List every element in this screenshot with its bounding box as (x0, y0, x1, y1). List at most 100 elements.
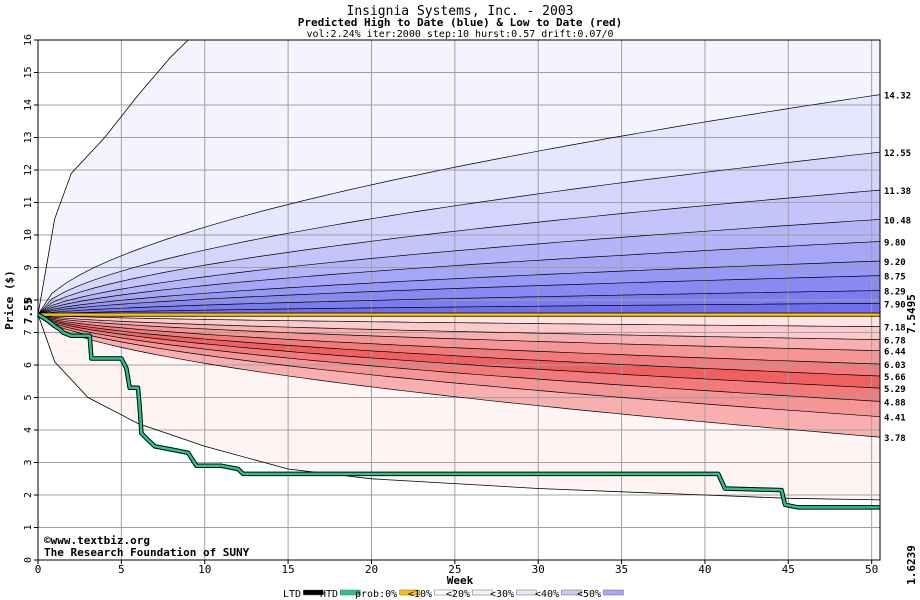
y-tick-label-3: 3 (23, 459, 34, 465)
outer-high-line (37, 39, 189, 315)
band-end-label-14: 5.29 (884, 385, 906, 395)
legend-label-0: LTD (283, 589, 301, 600)
y-tick-label-12: 12 (23, 164, 34, 176)
y-tick-label-0: 0 (23, 557, 34, 563)
band-end-label-4: 9.80 (884, 239, 906, 249)
band-high-8 (38, 94, 880, 315)
band-high-7 (38, 152, 880, 315)
x-axis-label: Week (447, 574, 474, 587)
band-line-15 (37, 314, 881, 402)
band-low-0 (38, 314, 880, 327)
band-end-label-17: 3.78 (884, 434, 906, 444)
band-end-label-5: 10.48 (884, 216, 911, 226)
y-tick-label-8: 8 (23, 297, 34, 303)
band-end-label-0: 7.90 (884, 300, 906, 310)
band-high-2 (38, 275, 880, 315)
band-end-label-7: 12.55 (884, 149, 911, 159)
y-tick-label-6: 6 (23, 362, 34, 368)
band-line-9 (37, 314, 881, 327)
band-line-7 (37, 151, 881, 315)
band-line-8 (37, 94, 881, 315)
final-low-label: 1.6239 (905, 545, 918, 585)
band-high-6 (38, 190, 880, 315)
legend-label-5: <30% (490, 589, 514, 600)
legend-label-6: <40% (535, 589, 559, 600)
y-tick-label-14: 14 (23, 99, 34, 111)
band-line-17 (37, 314, 881, 438)
band-line-13 (37, 314, 881, 377)
price-curves: 7.90 8.29 8.75 9.20 9.80 10.48 11.38 12.55 14.32… (36, 39, 911, 510)
axes: 0 5 10 15 20 25 30 35 40 45 5001234567891011121314… (23, 34, 881, 576)
legend-swatch-3 (434, 589, 455, 596)
band-end-label-13: 5.66 (884, 373, 906, 383)
band-low-8 (38, 314, 880, 438)
x-tick-label-40: 40 (698, 563, 711, 576)
y-tick-label-1: 1 (23, 524, 34, 530)
credit-line-1: ©www.textbiz.org (44, 534, 150, 547)
band-line-4 (37, 241, 881, 315)
x-tick-label-10: 10 (198, 563, 211, 576)
band-high-0 (38, 303, 880, 315)
y-tick-label-2: 2 (23, 492, 34, 498)
band-low-4 (38, 314, 880, 376)
x-tick-label-25: 25 (448, 563, 461, 576)
band-line-1 (37, 290, 881, 315)
x-tick-label-15: 15 (281, 563, 294, 576)
legend-label-3: <10% (408, 589, 432, 600)
grid-lines (37, 39, 880, 561)
band-low-3 (38, 314, 880, 364)
y-tick-label-9: 9 (23, 264, 34, 270)
legend-label-1: HTD (320, 589, 338, 600)
band-low-1 (38, 314, 880, 340)
band-end-label-9: 7.18 (884, 324, 906, 334)
legend-swatch-6 (561, 589, 582, 596)
band-high-4 (38, 241, 880, 315)
htd-line (37, 313, 880, 509)
y-tick-label-7: 7 (23, 329, 34, 335)
start-price-label: 7.55 (22, 298, 35, 325)
band-end-label-16: 4.41 (884, 414, 906, 424)
band-high-1 (38, 290, 880, 315)
x-tick-label-45: 45 (782, 563, 795, 576)
band-line-6 (37, 189, 881, 315)
legend-swatch-5 (516, 589, 537, 596)
legend-swatch-1 (340, 589, 361, 596)
x-tick-label-35: 35 (615, 563, 628, 576)
band-line-14 (37, 314, 881, 389)
outer-low-line (37, 314, 881, 501)
band-high-3 (38, 261, 880, 315)
band-line-3 (37, 260, 881, 315)
band-end-label-12: 6.03 (884, 361, 906, 371)
legend-swatch-7 (603, 589, 624, 596)
band-end-label-8: 14.32 (884, 92, 911, 102)
band-line-0 (37, 302, 881, 315)
band-end-label-6: 11.38 (884, 187, 911, 197)
current-price-label: 7.5495 (905, 294, 918, 334)
chart-subtitle: Predicted High to Date (blue) & Low to D… (298, 16, 623, 29)
y-tick-label-13: 13 (23, 131, 34, 143)
band-end-label-15: 4.88 (884, 398, 906, 408)
band-end-label-11: 6.44 (884, 348, 906, 358)
band-high-5 (38, 219, 880, 315)
band-line-5 (37, 219, 881, 315)
y-tick-label-15: 15 (23, 66, 34, 78)
band-low-7 (38, 314, 880, 417)
legend-swatch-0 (303, 589, 324, 596)
band-line-10 (37, 314, 881, 340)
x-tick-label-30: 30 (532, 563, 545, 576)
x-tick-label-5: 5 (118, 563, 125, 576)
legend-label-7: <50% (577, 589, 601, 600)
band-line-12 (37, 314, 881, 365)
y-tick-label-4: 4 (23, 427, 34, 433)
chart-params: vol:2.24% iter:2000 step:10 hurst:0.57 d… (306, 29, 613, 40)
x-tick-label-20: 20 (365, 563, 378, 576)
band-end-label-3: 9.20 (884, 258, 906, 268)
legend-label-2: prob:0% (355, 589, 397, 600)
y-axis-label: Price ($) (3, 270, 16, 330)
y-tick-label-16: 16 (23, 34, 34, 46)
probability-bands (38, 40, 880, 500)
band-line-16 (37, 314, 881, 418)
band-end-label-1: 8.29 (884, 288, 906, 298)
legend-swatch-2 (399, 589, 420, 596)
